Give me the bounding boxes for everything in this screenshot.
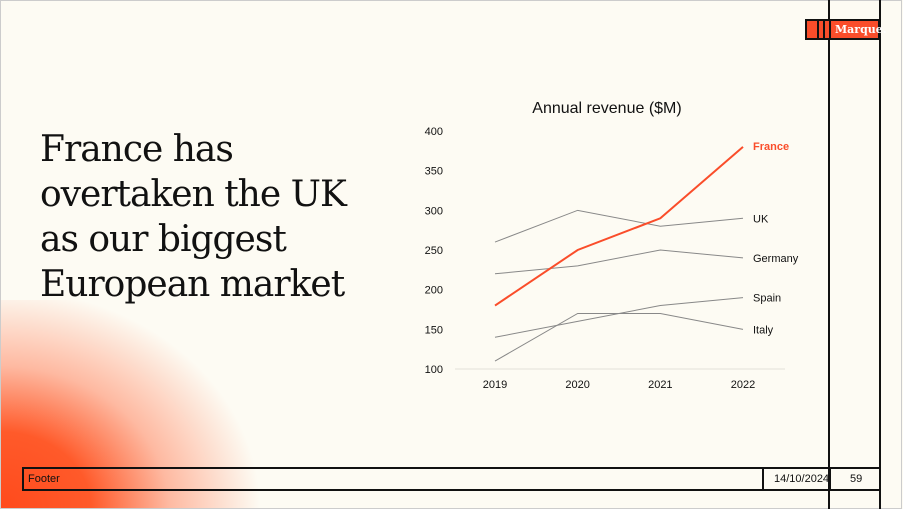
y-tick-label: 250 xyxy=(425,245,443,257)
x-tick-label: 2022 xyxy=(731,379,755,391)
brand-logo: Marque. xyxy=(805,19,887,40)
series-line-germany xyxy=(494,249,744,275)
series-line-spain xyxy=(494,297,744,338)
series-label-italy: Italy xyxy=(753,324,774,336)
series-label-spain: Spain xyxy=(753,293,781,305)
series-line-france xyxy=(494,146,744,307)
divider-line xyxy=(879,0,881,509)
x-tick-label: 2021 xyxy=(648,379,672,391)
series-line-italy xyxy=(494,312,744,362)
slide-headline: France has overtaken the UK as our bigge… xyxy=(40,129,347,305)
series-line-uk xyxy=(494,209,744,243)
y-tick-label: 200 xyxy=(425,285,443,297)
x-tick-label: 2020 xyxy=(565,379,589,391)
y-tick-label: 400 xyxy=(425,126,443,138)
footer-text: Footer xyxy=(28,473,60,485)
footer-bar: Footer 14/10/2024 59 xyxy=(22,467,881,491)
y-tick-label: 100 xyxy=(425,364,443,376)
y-tick-label: 150 xyxy=(425,324,443,336)
logo-text: Marque. xyxy=(835,23,887,36)
line-chart: Annual revenue ($M) 100 150 200 250 300 350 40… xyxy=(425,100,799,391)
footer-date: 14/10/2024 xyxy=(774,473,830,485)
chart-title: Annual revenue ($M) xyxy=(532,100,681,117)
decorative-gradient xyxy=(0,300,260,509)
x-tick-label: 2019 xyxy=(483,379,507,391)
series-label-france: France xyxy=(753,141,789,153)
y-tick-label: 300 xyxy=(425,205,443,217)
divider-line xyxy=(828,0,830,509)
series-label-uk: UK xyxy=(753,213,769,225)
page-number: 59 xyxy=(850,473,863,485)
series-label-germany: Germany xyxy=(753,253,799,265)
y-tick-label: 350 xyxy=(425,166,443,178)
